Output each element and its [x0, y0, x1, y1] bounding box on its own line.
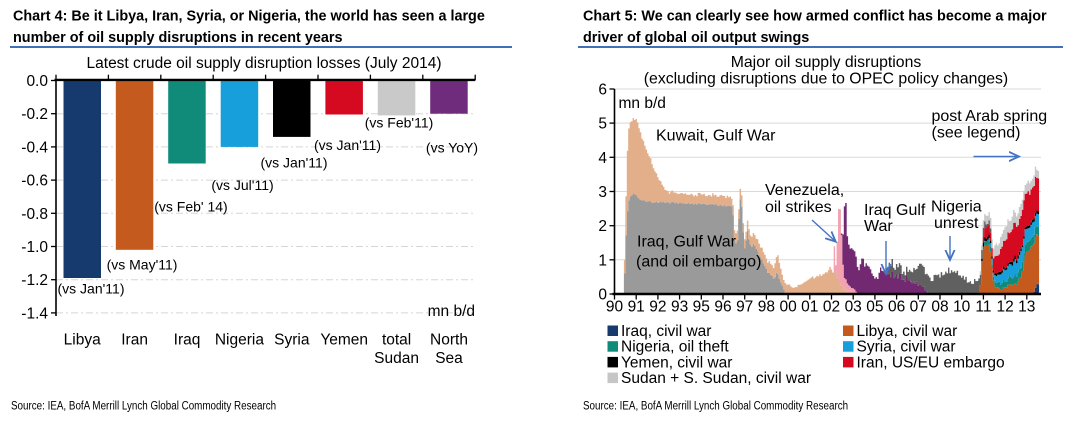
- svg-text:(vs Jan'11): (vs Jan'11): [58, 281, 125, 297]
- svg-text:(vs Jan'11): (vs Jan'11): [261, 155, 328, 171]
- svg-text:War: War: [864, 218, 893, 235]
- svg-text:total: total: [382, 332, 411, 349]
- svg-text:3: 3: [598, 184, 607, 201]
- svg-text:post Arab spring: post Arab spring: [932, 108, 1048, 125]
- svg-text:12: 12: [996, 299, 1013, 316]
- svg-text:number of oil supply disruptio: number of oil supply disruptions in rece…: [13, 30, 342, 46]
- svg-text:Kuwait, Gulf War: Kuwait, Gulf War: [656, 128, 776, 145]
- svg-text:07: 07: [910, 299, 927, 316]
- svg-text:-1.2: -1.2: [21, 272, 48, 289]
- svg-text:1: 1: [598, 252, 607, 269]
- svg-text:5: 5: [598, 116, 607, 133]
- svg-text:96: 96: [714, 299, 731, 316]
- svg-text:Yemen: Yemen: [320, 332, 368, 349]
- svg-text:Libya, civil war: Libya, civil war: [857, 323, 958, 340]
- svg-text:-0.2: -0.2: [21, 106, 48, 123]
- svg-text:Iran: Iran: [121, 332, 148, 349]
- svg-text:Iraq, civil war: Iraq, civil war: [621, 323, 711, 340]
- svg-text:(excluding disruptions due to: (excluding disruptions due to OPEC polic…: [644, 71, 1008, 88]
- svg-text:mn b/d: mn b/d: [428, 303, 475, 320]
- svg-text:11: 11: [975, 299, 991, 316]
- svg-text:01: 01: [801, 299, 818, 316]
- svg-text:02: 02: [823, 299, 840, 316]
- svg-text:08: 08: [931, 299, 948, 316]
- svg-text:(and oil embargo): (and oil embargo): [636, 254, 761, 271]
- svg-text:(vs May'11): (vs May'11): [107, 257, 178, 273]
- svg-text:10: 10: [953, 299, 971, 316]
- svg-text:03: 03: [845, 299, 862, 316]
- svg-text:4: 4: [598, 150, 607, 167]
- svg-text:93: 93: [671, 299, 688, 316]
- svg-text:Iraq: Iraq: [174, 332, 201, 349]
- svg-text:95: 95: [693, 299, 710, 316]
- svg-text:Libya: Libya: [64, 332, 101, 349]
- svg-text:North: North: [430, 332, 468, 349]
- svg-text:Yemen, civil war: Yemen, civil war: [621, 354, 732, 371]
- svg-text:Sea: Sea: [435, 350, 463, 367]
- svg-text:Nigeria: Nigeria: [215, 332, 264, 349]
- svg-text:-1.0: -1.0: [21, 239, 48, 256]
- svg-text:-0.4: -0.4: [21, 139, 48, 156]
- svg-text:06: 06: [888, 299, 905, 316]
- svg-text:Source: IEA, BofA Merrill Lync: Source: IEA, BofA Merrill Lynch Global C…: [583, 400, 848, 413]
- svg-text:Chart 4: Be it Libya, Iran, Sy: Chart 4: Be it Libya, Iran, Syria, or Ni…: [13, 9, 485, 25]
- svg-text:Source: IEA, BofA Merrill Lync: Source: IEA, BofA Merrill Lynch Global C…: [11, 400, 276, 413]
- svg-text:Latest crude oil supply disrup: Latest crude oil supply disruption losse…: [87, 55, 442, 72]
- svg-text:Iraq, Gulf War: Iraq, Gulf War: [637, 234, 737, 251]
- svg-text:91: 91: [628, 299, 645, 316]
- svg-text:Syria, civil war: Syria, civil war: [857, 339, 956, 356]
- svg-text:-0.6: -0.6: [21, 173, 48, 190]
- svg-text:13: 13: [1018, 299, 1035, 316]
- svg-text:-1.4: -1.4: [21, 305, 48, 322]
- svg-text:(vs YoY): (vs YoY): [426, 140, 478, 156]
- svg-text:05: 05: [866, 299, 883, 316]
- svg-text:97: 97: [736, 299, 753, 316]
- svg-text:90: 90: [606, 299, 624, 316]
- svg-text:unrest: unrest: [934, 215, 979, 232]
- svg-text:oil strikes: oil strikes: [765, 199, 832, 216]
- svg-text:Chart 5: We can clearly see ho: Chart 5: We can clearly see how armed co…: [583, 9, 1047, 25]
- svg-text:Syria: Syria: [274, 332, 310, 349]
- svg-text:Major oil supply disruptions: Major oil supply disruptions: [731, 54, 922, 71]
- svg-text:2: 2: [598, 218, 607, 235]
- svg-text:0.0: 0.0: [26, 73, 48, 90]
- svg-text:92: 92: [649, 299, 666, 316]
- svg-text:Iraq Gulf: Iraq Gulf: [864, 202, 926, 219]
- svg-text:Iran, US/EU embargo: Iran, US/EU embargo: [857, 354, 1005, 371]
- svg-text:(vs Feb' 14): (vs Feb' 14): [154, 199, 227, 215]
- svg-text:(see legend): (see legend): [932, 125, 1021, 142]
- svg-text:Sudan: Sudan: [374, 350, 419, 367]
- svg-text:(vs Jul'11): (vs Jul'11): [211, 177, 273, 193]
- svg-text:Venezuela,: Venezuela,: [765, 182, 844, 199]
- svg-text:driver of global oil output sw: driver of global oil output swings: [583, 30, 809, 46]
- svg-text:6: 6: [598, 82, 607, 99]
- svg-text:00: 00: [779, 299, 797, 316]
- svg-text:Nigeria, oil theft: Nigeria, oil theft: [621, 339, 729, 356]
- svg-text:mn b/d: mn b/d: [619, 95, 666, 112]
- svg-text:Nigeria: Nigeria: [931, 199, 982, 216]
- svg-text:-0.8: -0.8: [21, 206, 48, 223]
- svg-text:(vs Jan'11): (vs Jan'11): [314, 137, 381, 153]
- svg-text:0: 0: [598, 287, 607, 304]
- svg-text:Sudan + S. Sudan, civil war: Sudan + S. Sudan, civil war: [621, 370, 811, 387]
- svg-text:98: 98: [758, 299, 775, 316]
- svg-text:(vs Feb'11): (vs Feb'11): [365, 115, 434, 131]
